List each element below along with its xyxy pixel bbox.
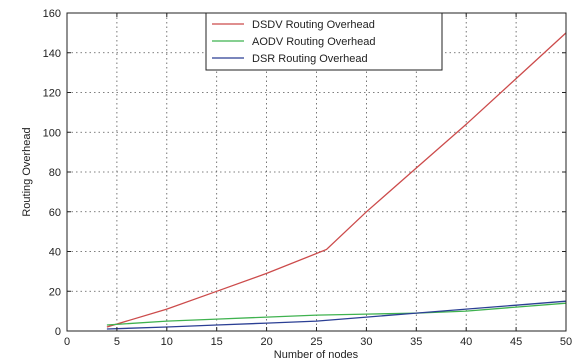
x-tick-label: 25 — [310, 336, 322, 348]
axis-ticks: 0 5 10 15 20 25 30 35 40 45 50 0 20 40 60 80 100 120 140 16… — [43, 8, 572, 348]
x-tick-label: 20 — [260, 336, 272, 348]
y-tick-label: 20 — [49, 286, 61, 298]
x-tick-label: 0 — [64, 336, 70, 348]
x-tick-label: 15 — [211, 336, 223, 348]
x-tick-label: 35 — [410, 336, 422, 348]
legend-entry-label: DSDV Routing Overhead — [252, 19, 375, 31]
y-tick-label: 0 — [55, 326, 61, 338]
legend-entry-label: AODV Routing Overhead — [252, 36, 376, 48]
series-layer — [106, 32, 567, 330]
y-tick-label: 60 — [49, 207, 61, 219]
y-tick-label: 140 — [43, 48, 61, 60]
y-tick-label: 160 — [43, 8, 61, 20]
x-tick-label: 40 — [460, 336, 472, 348]
x-tick-label: 50 — [560, 336, 572, 348]
y-tick-label: 120 — [43, 88, 61, 100]
x-tick-label: 45 — [510, 336, 522, 348]
legend-box — [205, 12, 443, 71]
series-line — [106, 302, 567, 326]
legend-entry-label: DSR Routing Overhead — [252, 53, 368, 65]
series-line — [106, 32, 567, 328]
series-line — [106, 300, 567, 330]
y-tick-label: 100 — [43, 127, 61, 139]
x-tick-label: 30 — [360, 336, 372, 348]
y-tick-label: 80 — [49, 167, 61, 179]
legend: DSDV Routing Overhead AODV Routing Overhe… — [205, 12, 443, 71]
y-tick-label: 40 — [49, 247, 61, 259]
x-tick-label: 5 — [114, 336, 120, 348]
y-axis-label: Routing Overhead — [21, 127, 33, 216]
x-tick-label: 10 — [161, 336, 173, 348]
x-axis-label: Number of nodes — [274, 349, 359, 361]
